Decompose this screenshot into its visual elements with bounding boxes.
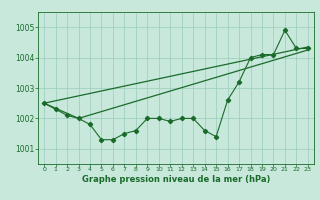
X-axis label: Graphe pression niveau de la mer (hPa): Graphe pression niveau de la mer (hPa) xyxy=(82,175,270,184)
